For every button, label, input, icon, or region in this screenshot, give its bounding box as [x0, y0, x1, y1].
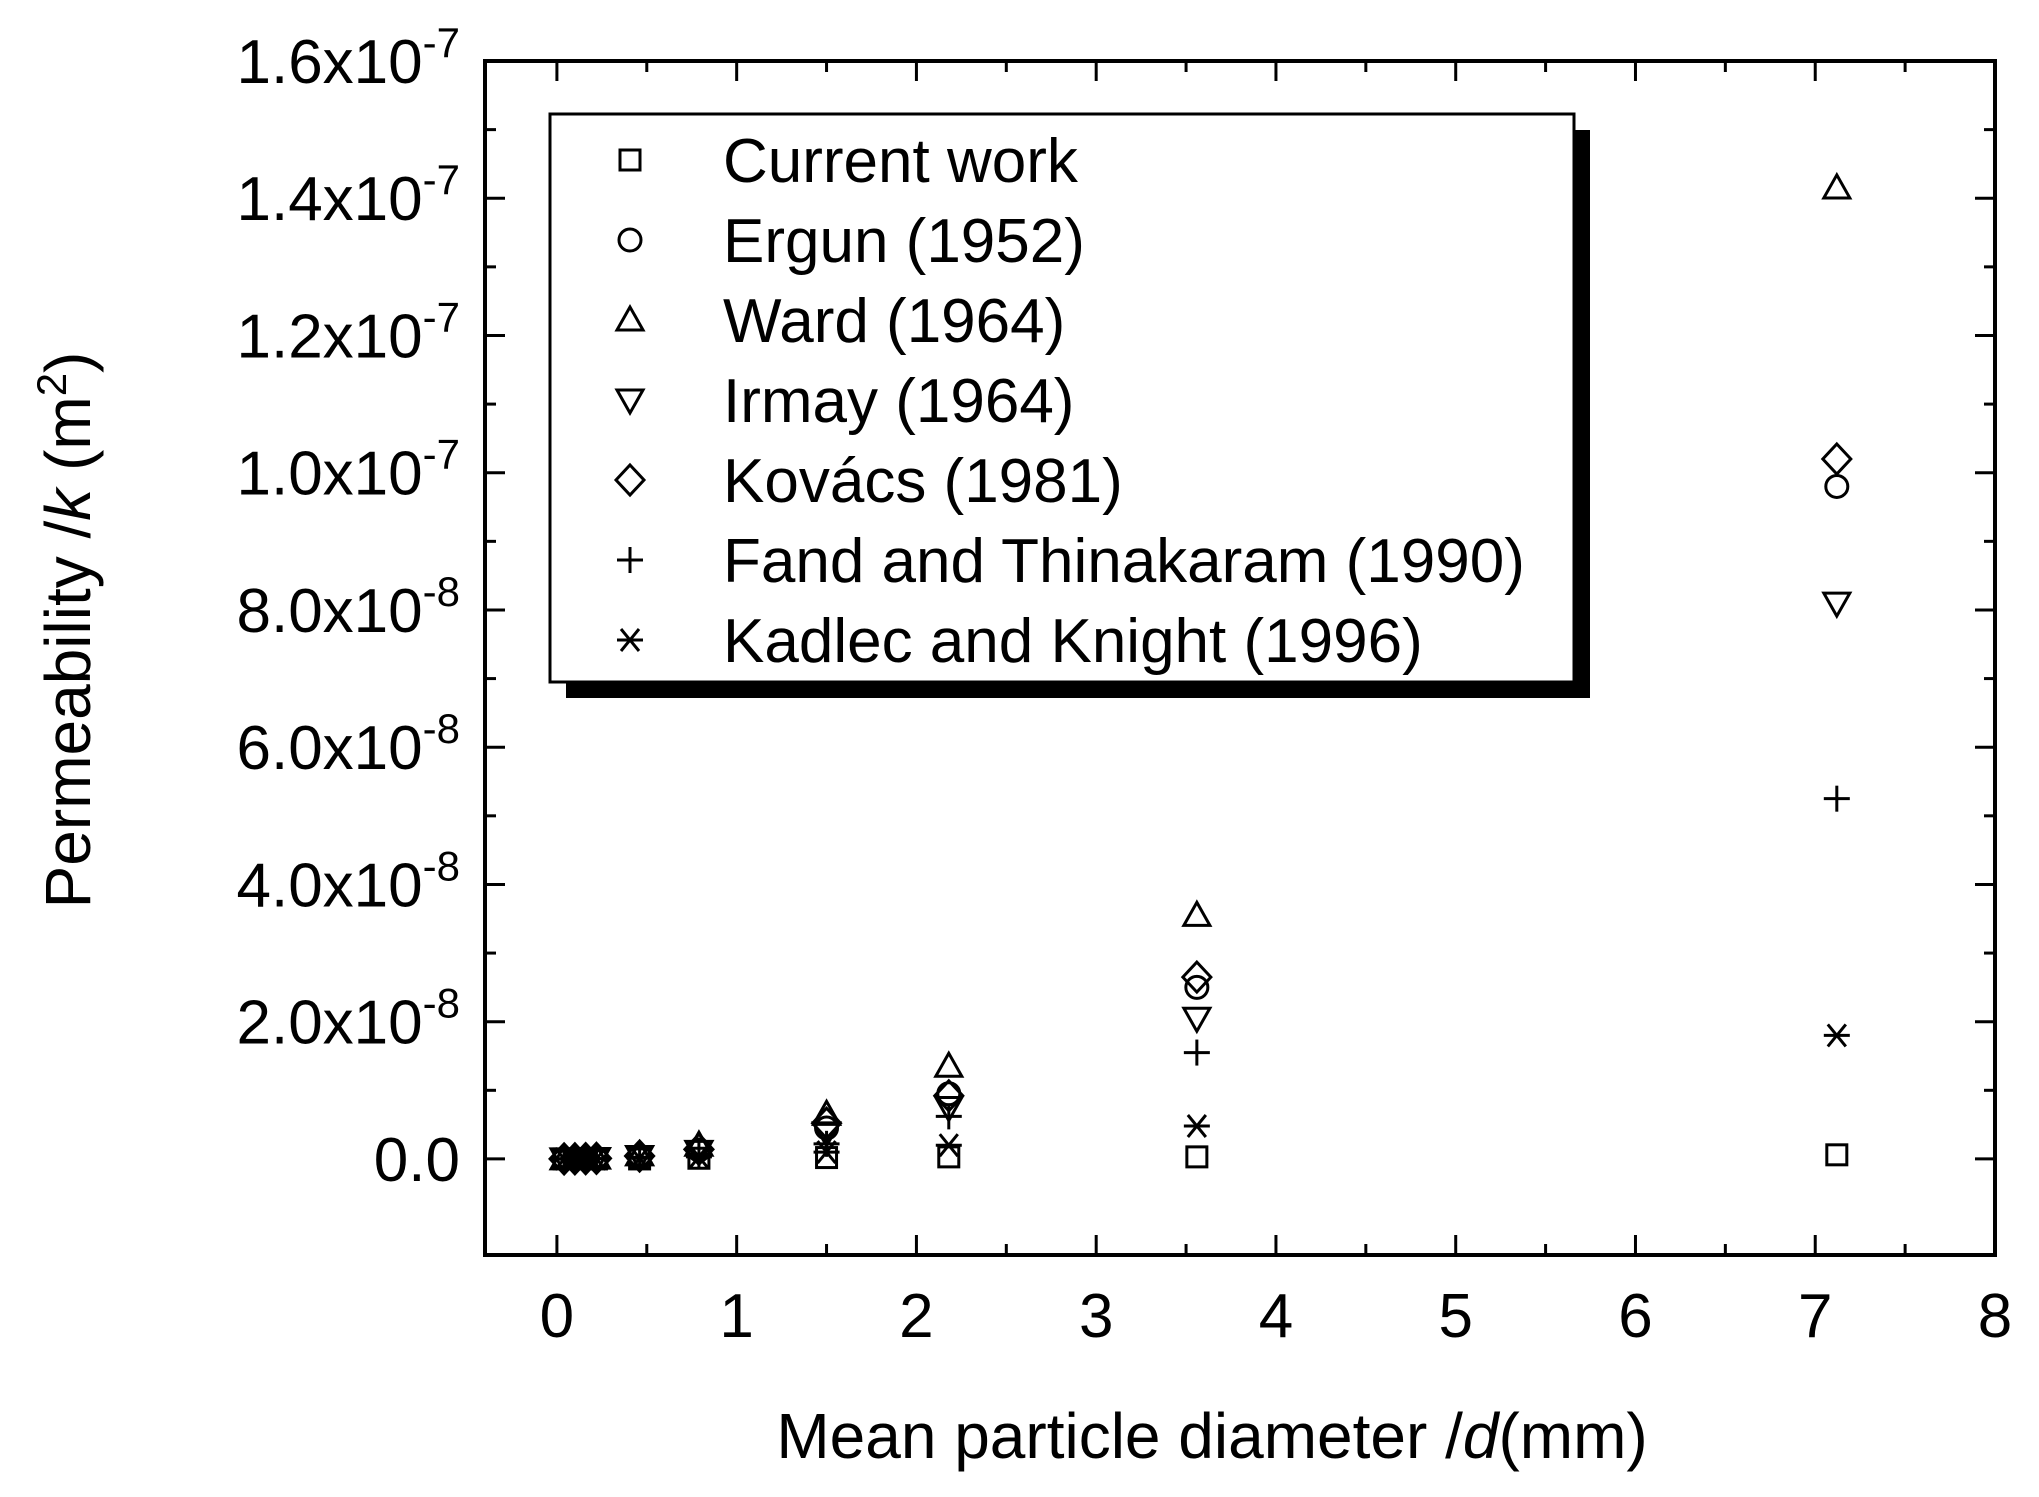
legend-marker-triangle-down: [614, 388, 646, 417]
legend-label: Fand and Thinakaram (1990): [723, 527, 1525, 596]
y-tick-label: 1.0x10-7: [236, 431, 460, 509]
legend-items: Current work Ergun (1952) Ward (1964) Irmay…: [613, 127, 1525, 676]
x-tick-label: 6: [1618, 1282, 1652, 1351]
y-axis-title: Permeability /k (m2): [28, 352, 104, 909]
data-point-asterisk: [1823, 1023, 1850, 1048]
data-point-asterisk: [935, 1133, 962, 1158]
legend-marker-circle: [617, 227, 643, 253]
legend-box: [548, 112, 1576, 684]
legend-marker-diamond: [613, 462, 647, 498]
data-point-circle: [1184, 974, 1210, 1000]
plot-frame: [483, 59, 1997, 1257]
x-tick-label: 8: [1978, 1282, 2012, 1351]
data-point-triangle-down: [810, 1121, 843, 1149]
data-point-diamond: [1180, 959, 1213, 995]
legend-marker-asterisk: [617, 628, 643, 652]
data-point-asterisk: [583, 1146, 610, 1171]
y-tick-label: 6.0x10-8: [236, 705, 460, 783]
data-point-asterisk: [1183, 1114, 1210, 1138]
x-tick-label: 0: [540, 1282, 574, 1351]
data-point-asterisk: [813, 1140, 840, 1165]
legend-label: Ward (1964): [723, 287, 1065, 356]
legend-label: Kovács (1981): [723, 447, 1123, 516]
y-tick-label: 1.2x10-7: [236, 293, 460, 371]
legend-label: Current work: [723, 127, 1079, 196]
legend-marker-triangle-up: [614, 303, 646, 332]
y-tick-label: 1.6x10-7: [236, 19, 460, 97]
data-point-asterisk: [626, 1146, 653, 1171]
data-point-triangle-down: [1821, 591, 1853, 620]
data-point-square: [1185, 1145, 1209, 1169]
data-point-triangle-down: [1181, 1006, 1213, 1035]
y-tick-label: 1.4x10-7: [236, 156, 460, 234]
data-point-triangle-up: [1821, 171, 1853, 200]
x-tick-label: 4: [1259, 1282, 1293, 1351]
data-point-triangle-down: [933, 1095, 965, 1124]
data-point-diamond: [623, 1138, 656, 1174]
data-point-triangle-up: [1181, 899, 1213, 927]
x-tick-label: 3: [1079, 1282, 1113, 1351]
legend-label: Ergun (1952): [723, 207, 1085, 276]
x-tick-labels: 0 1 2 3 4 5 6 7 8: [540, 1282, 2013, 1351]
x-tick-label: 7: [1798, 1282, 1832, 1351]
x-axis-title: Mean particle diameter /d(mm): [776, 1400, 1647, 1472]
legend-marker-plus: [617, 547, 643, 573]
x-tick-label: 5: [1438, 1282, 1472, 1351]
y-tick-label: 0.0: [374, 1126, 460, 1195]
data-point-plus: [1183, 1039, 1210, 1066]
legend-label: Kadlec and Knight (1996): [723, 607, 1423, 676]
data-point-triangle-up: [933, 1050, 965, 1078]
data-points: [548, 171, 1853, 1177]
legend-label: Irmay (1964): [723, 367, 1074, 436]
y-tick-label: 2.0x10-8: [236, 980, 460, 1058]
legend: Current work Ergun (1952) Ward (1964) Irmay…: [548, 112, 1590, 698]
x-tick-label: 1: [719, 1282, 753, 1351]
y-tick-label: 8.0x10-8: [236, 568, 460, 646]
y-tick-label: 4.0x10-8: [236, 842, 460, 920]
data-point-square: [1825, 1143, 1849, 1167]
data-point-plus: [935, 1103, 962, 1130]
data-point-plus: [685, 1141, 712, 1168]
legend-marker-square: [618, 148, 642, 172]
data-point-diamond: [1820, 441, 1853, 477]
y-tick-labels: 0.0 2.0x10-8 4.0x10-8 6.0x10-8 8.0x10-8 1.0x1…: [236, 19, 460, 1195]
data-point-plus: [1823, 785, 1850, 812]
x-tick-label: 2: [899, 1282, 933, 1351]
data-point-asterisk: [685, 1144, 712, 1169]
